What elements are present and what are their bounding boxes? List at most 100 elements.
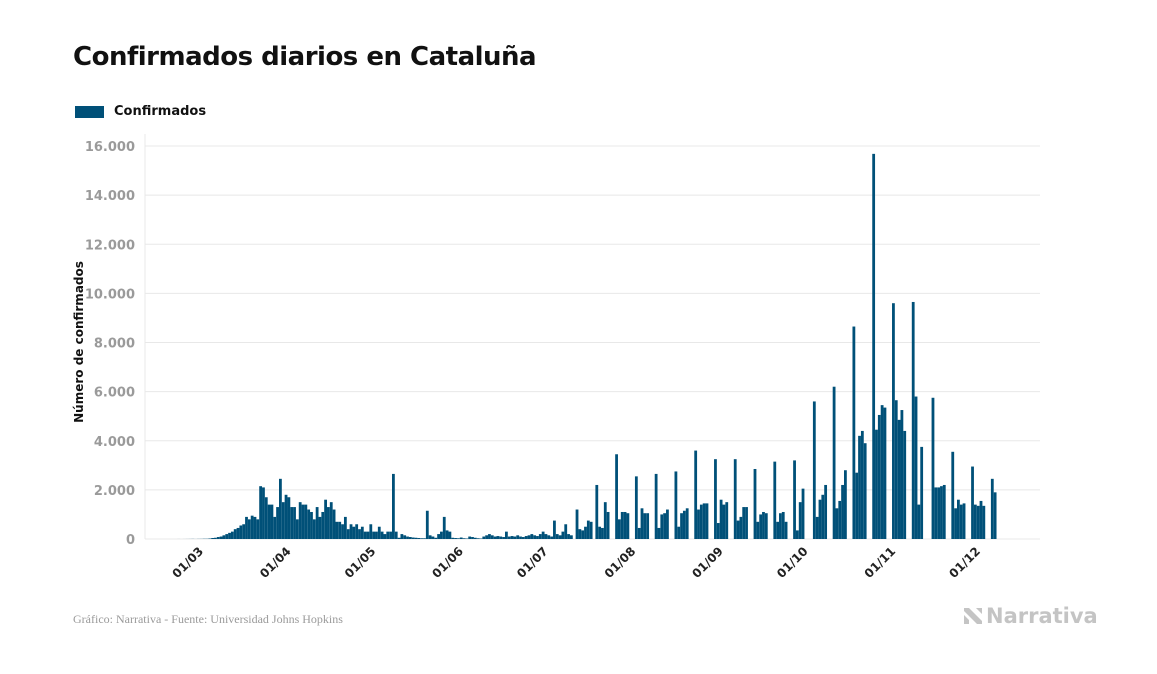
bar bbox=[493, 536, 497, 539]
bar bbox=[680, 513, 683, 539]
bar bbox=[838, 500, 842, 539]
bar bbox=[245, 516, 248, 539]
bar bbox=[682, 510, 686, 539]
x-tick-label: 01/09 bbox=[689, 544, 726, 581]
bar bbox=[663, 513, 666, 539]
bar bbox=[931, 397, 935, 539]
bar bbox=[973, 504, 977, 539]
bar bbox=[798, 502, 802, 539]
bar bbox=[519, 536, 522, 539]
bar bbox=[434, 537, 438, 539]
x-tick-label: 01/12 bbox=[946, 544, 983, 581]
bar bbox=[705, 503, 709, 539]
bar bbox=[247, 519, 251, 539]
bar bbox=[812, 401, 816, 539]
bar bbox=[801, 488, 805, 539]
bar bbox=[290, 507, 294, 539]
bar bbox=[420, 538, 424, 539]
bar bbox=[307, 509, 311, 539]
bar bbox=[346, 529, 350, 539]
bar bbox=[233, 529, 237, 539]
bar bbox=[355, 524, 359, 539]
bar bbox=[536, 536, 539, 539]
bar bbox=[369, 524, 373, 539]
narrativa-logo: Narrativa bbox=[963, 604, 1098, 628]
bar bbox=[425, 510, 429, 539]
bar bbox=[468, 536, 472, 539]
bar bbox=[764, 513, 768, 539]
bar bbox=[832, 386, 836, 539]
bar bbox=[253, 516, 257, 539]
bar bbox=[273, 516, 277, 539]
bar bbox=[459, 537, 463, 539]
bar bbox=[914, 396, 918, 539]
x-tick-label: 01/10 bbox=[774, 544, 811, 581]
bar bbox=[242, 524, 246, 539]
bar bbox=[403, 535, 407, 539]
y-tick-label: 14.000 bbox=[85, 189, 135, 204]
bar bbox=[225, 534, 229, 539]
bar bbox=[507, 536, 511, 539]
bar bbox=[894, 400, 898, 539]
bar bbox=[601, 527, 604, 539]
chart-title: Confirmados diarios en Cataluña bbox=[73, 42, 537, 72]
bar bbox=[733, 459, 737, 539]
bar bbox=[795, 530, 799, 539]
bar bbox=[473, 537, 477, 539]
bar bbox=[219, 536, 223, 539]
bar bbox=[618, 519, 621, 539]
bar bbox=[411, 537, 415, 539]
bar bbox=[855, 472, 859, 539]
bar bbox=[742, 507, 746, 539]
bar bbox=[725, 502, 729, 539]
bar bbox=[318, 516, 322, 539]
bar bbox=[358, 529, 361, 539]
bar bbox=[380, 531, 384, 539]
bar bbox=[383, 534, 387, 539]
bar bbox=[586, 520, 590, 539]
bar bbox=[372, 531, 376, 539]
bar bbox=[516, 535, 520, 539]
bar bbox=[666, 509, 669, 539]
bar bbox=[456, 538, 460, 539]
bar bbox=[349, 524, 353, 539]
bar bbox=[626, 513, 630, 539]
bar bbox=[397, 537, 401, 539]
bar bbox=[954, 508, 957, 539]
bar bbox=[962, 503, 966, 539]
bar bbox=[940, 486, 943, 539]
bar bbox=[329, 502, 333, 539]
bar bbox=[553, 520, 556, 539]
bar bbox=[620, 511, 624, 539]
bar bbox=[295, 519, 299, 539]
bar bbox=[228, 532, 231, 539]
bar bbox=[784, 521, 788, 539]
bar bbox=[714, 459, 717, 539]
bar bbox=[236, 527, 240, 539]
narrativa-logo-icon bbox=[964, 608, 982, 624]
bar bbox=[250, 515, 254, 539]
bar bbox=[499, 536, 503, 539]
bar bbox=[211, 538, 214, 539]
bar bbox=[584, 526, 587, 539]
x-tick-label: 01/05 bbox=[342, 544, 379, 581]
bar bbox=[595, 484, 599, 539]
bar bbox=[575, 509, 579, 539]
bar bbox=[957, 499, 960, 539]
bar bbox=[903, 430, 907, 539]
x-tick-label: 01/07 bbox=[514, 544, 551, 581]
bar bbox=[561, 531, 565, 539]
bar bbox=[759, 514, 763, 539]
bar bbox=[462, 538, 466, 539]
bar bbox=[488, 534, 491, 539]
bar bbox=[222, 535, 226, 539]
bar bbox=[332, 509, 336, 539]
y-axis-label: Número de confirmados bbox=[72, 261, 86, 423]
bar bbox=[287, 497, 291, 539]
bar bbox=[694, 450, 698, 539]
bar bbox=[392, 473, 395, 539]
bar bbox=[502, 537, 505, 539]
bar bbox=[505, 531, 508, 539]
bar bbox=[793, 460, 796, 539]
